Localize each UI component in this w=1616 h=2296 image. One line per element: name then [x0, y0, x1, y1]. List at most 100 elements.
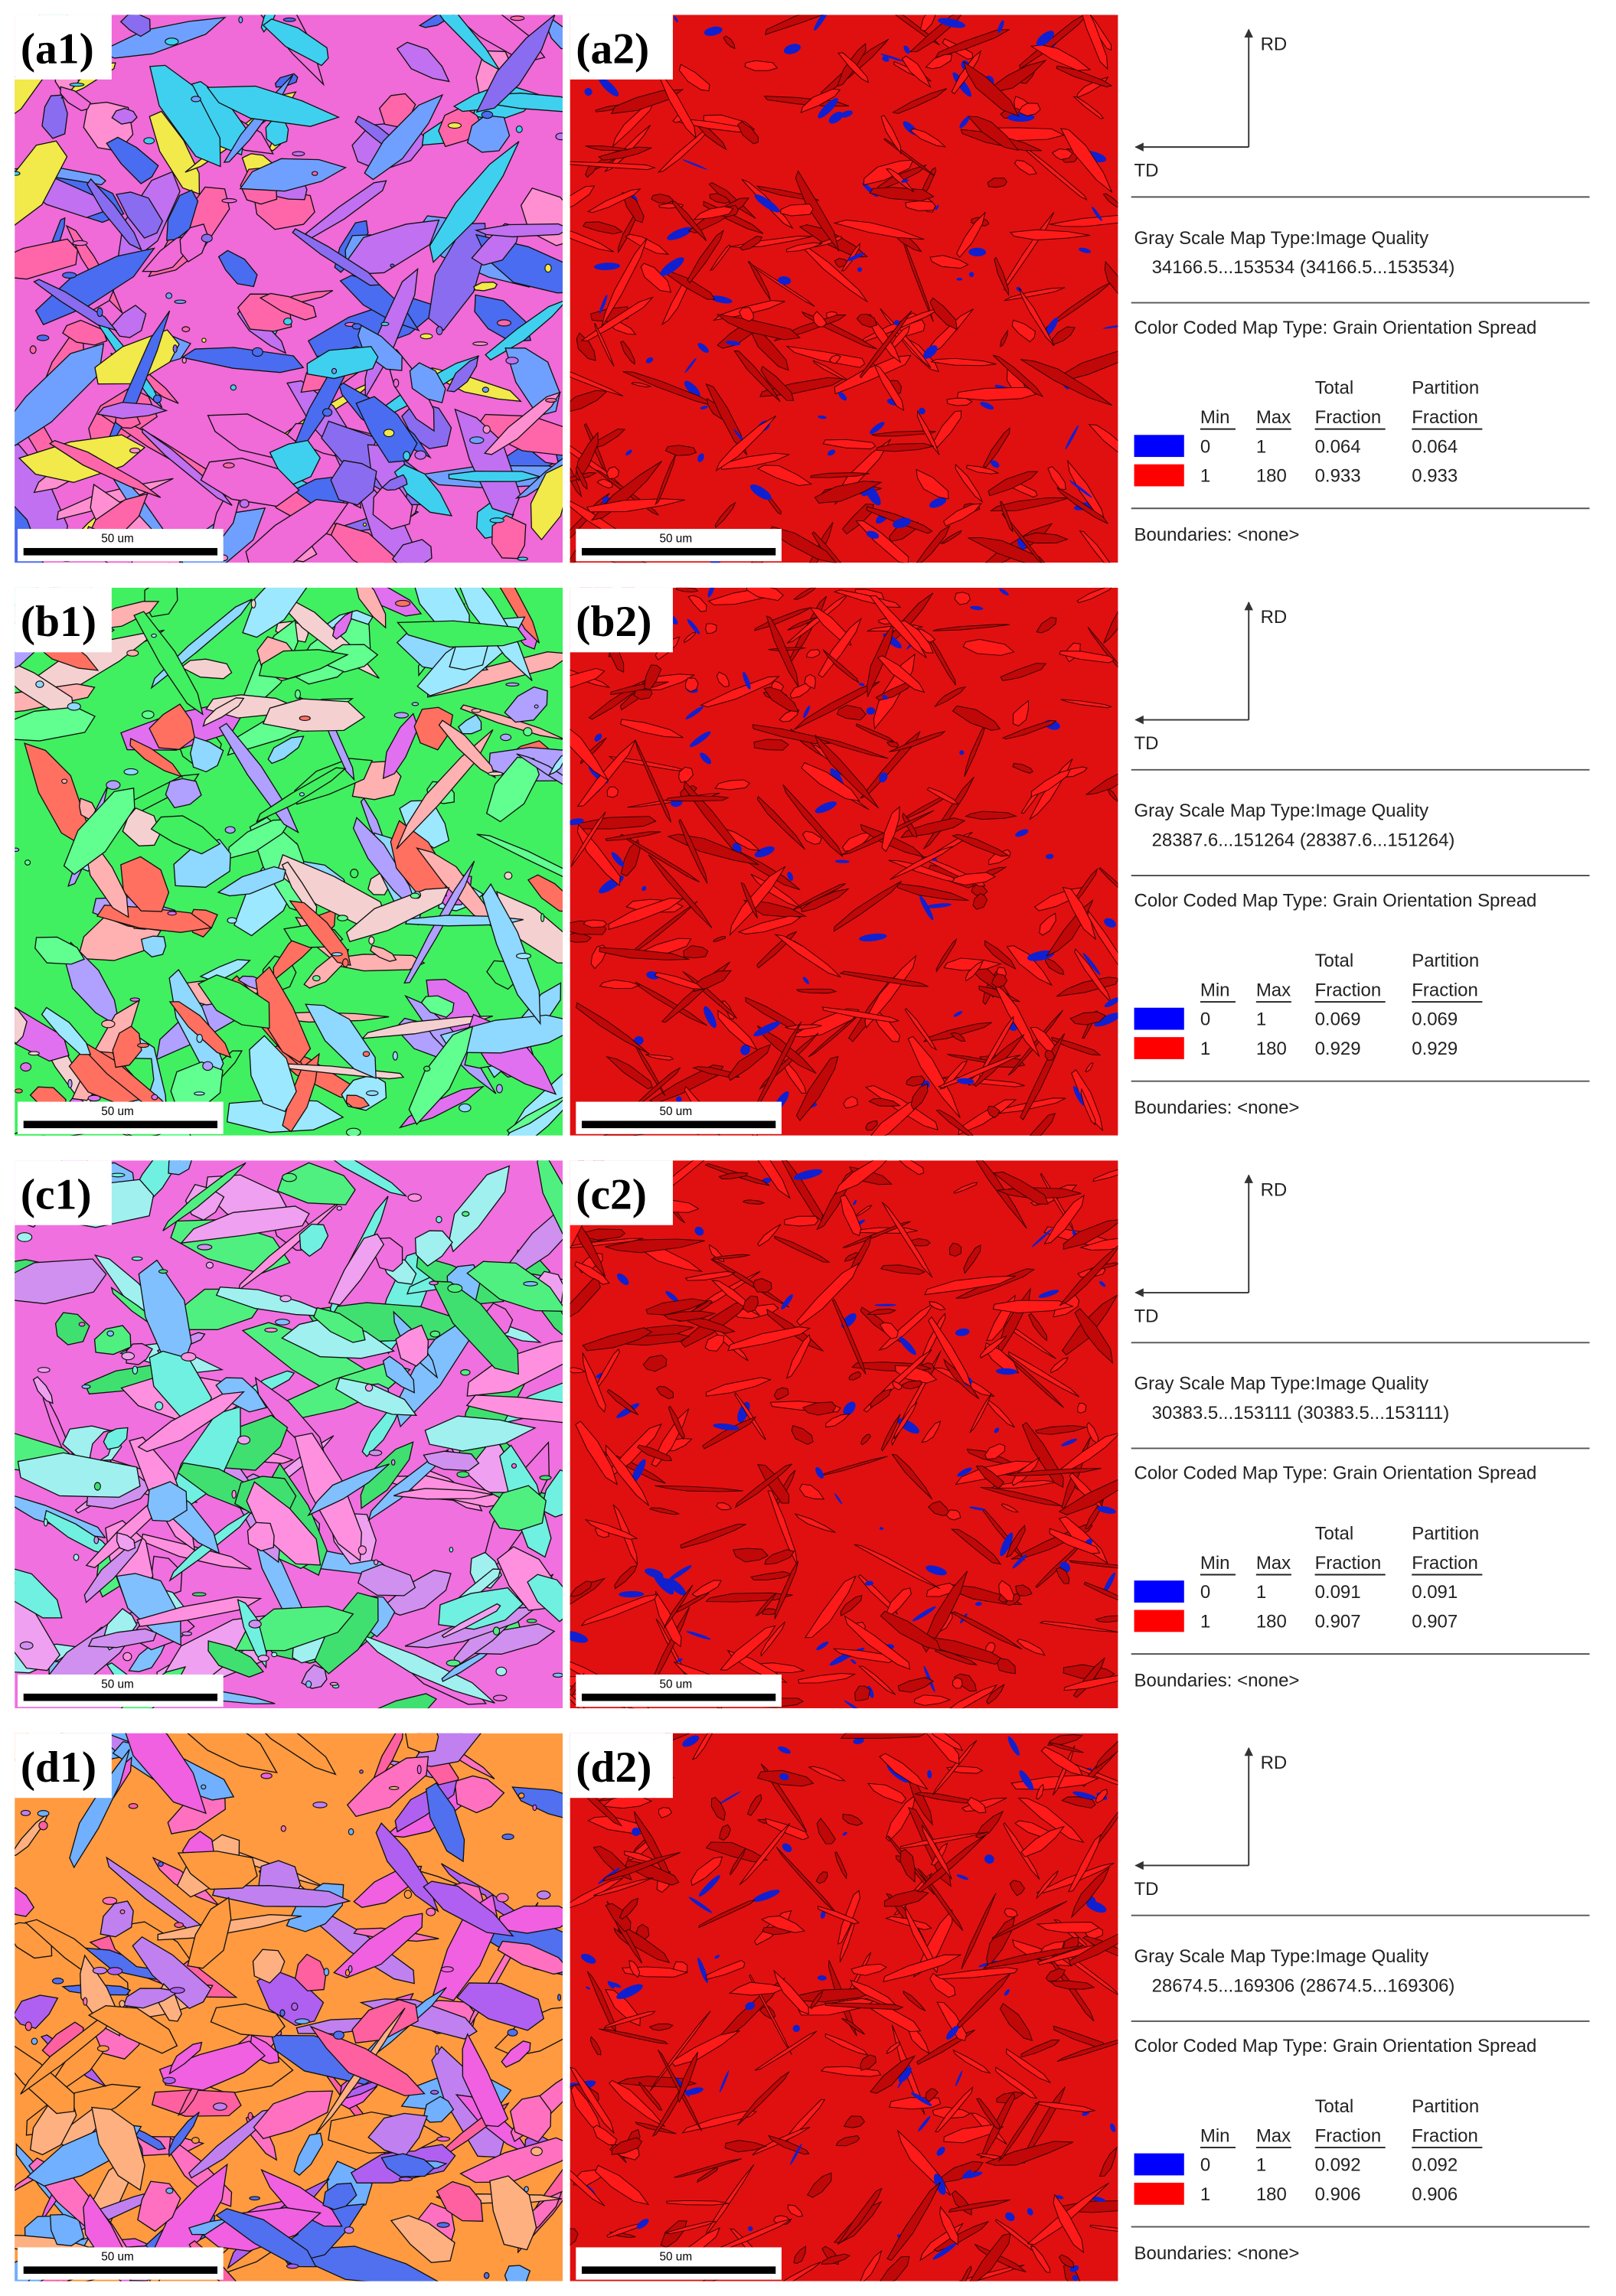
grain — [745, 996, 802, 1032]
grain-speck — [447, 1283, 463, 1293]
grain — [631, 1459, 646, 1485]
grain — [168, 2112, 200, 2157]
grain-speck — [496, 319, 511, 327]
panel-label: (b2) — [576, 598, 651, 646]
grain — [606, 2222, 644, 2239]
grain — [919, 15, 937, 32]
grain — [833, 880, 903, 932]
grain-speck — [342, 958, 349, 967]
grain — [705, 2164, 755, 2236]
grain — [459, 2137, 563, 2183]
grain — [494, 2004, 563, 2057]
grain — [749, 484, 772, 501]
grain — [768, 647, 806, 651]
grain — [737, 915, 801, 934]
grain — [883, 1890, 929, 1907]
grain — [939, 2206, 958, 2245]
grain — [584, 87, 593, 96]
grain-speck — [299, 792, 305, 797]
grain — [393, 1488, 493, 1500]
grain-speck — [481, 110, 494, 119]
grain — [834, 1493, 843, 1505]
grain — [202, 697, 245, 728]
grain — [1011, 319, 1036, 343]
grain — [753, 1021, 781, 1037]
grain-speck — [279, 1295, 292, 1303]
grain — [175, 1733, 278, 1774]
grain — [775, 1847, 837, 1914]
grain — [774, 934, 841, 978]
grain — [1049, 1528, 1101, 1554]
grain — [778, 1746, 792, 1754]
grain — [307, 1463, 390, 1517]
grain — [864, 954, 917, 1029]
grain — [306, 346, 379, 380]
grain — [1008, 1351, 1080, 1397]
grain — [873, 364, 905, 412]
grain — [824, 2002, 904, 2011]
grain — [678, 64, 710, 92]
grain — [413, 706, 454, 751]
grain — [1039, 912, 1056, 936]
color-title: Color Coded Map Type: Grain Orientation … — [1134, 890, 1537, 911]
grain — [1015, 829, 1029, 837]
grain — [580, 1593, 658, 1626]
grain — [1089, 2224, 1118, 2232]
panel-label: (d1) — [21, 1743, 96, 1792]
grain — [684, 2087, 704, 2095]
grain — [953, 1182, 978, 1194]
grain — [397, 620, 527, 648]
scale-box — [576, 2247, 782, 2280]
grain — [689, 731, 711, 748]
grain-speck — [456, 1471, 470, 1478]
grain — [753, 1890, 780, 1902]
grain — [863, 159, 914, 186]
grain — [1069, 1011, 1106, 1026]
grain-speck — [142, 710, 155, 719]
grain — [239, 158, 348, 192]
gray-range: 28674.5...169306 (28674.5...169306) — [1152, 1976, 1455, 1997]
grain — [893, 320, 900, 326]
grain-speck — [282, 318, 293, 326]
grain — [616, 1984, 643, 2000]
grain — [815, 734, 880, 809]
grain — [883, 1954, 962, 1982]
grain — [501, 2040, 531, 2068]
grain — [938, 18, 966, 28]
grain — [129, 737, 184, 778]
grain-speck — [51, 1978, 64, 1985]
grain-speck — [143, 137, 155, 145]
grain-speck — [447, 122, 462, 129]
grain-speck — [174, 1922, 184, 1929]
grain-speck — [28, 1051, 40, 1056]
grain — [732, 843, 742, 853]
grain — [809, 472, 870, 478]
grain — [1004, 287, 1066, 302]
grain-speck — [83, 1997, 88, 2006]
grain — [63, 788, 135, 876]
grain — [746, 587, 784, 602]
grain — [817, 1975, 827, 1981]
grain — [625, 449, 632, 456]
grain — [791, 1425, 814, 1445]
grain — [964, 725, 986, 777]
td-label: TD — [1134, 733, 1159, 754]
grain-speck — [227, 917, 237, 924]
grain — [382, 713, 419, 780]
grain-speck — [351, 323, 362, 330]
grain — [912, 1606, 936, 1622]
grain — [907, 1035, 961, 1118]
grain — [704, 1006, 717, 1029]
grain — [582, 221, 623, 235]
grain — [456, 1982, 545, 2031]
grain — [632, 1827, 641, 1836]
grain — [789, 2143, 802, 2166]
grain — [1007, 1009, 1064, 1076]
grain — [1045, 853, 1054, 859]
grain — [1056, 2037, 1118, 2063]
grain — [570, 224, 614, 253]
grain — [665, 1290, 679, 1303]
gray-title: Gray Scale Map Type:Image Quality — [1134, 228, 1429, 249]
grain — [995, 1368, 1017, 1375]
grain — [718, 1172, 749, 1179]
